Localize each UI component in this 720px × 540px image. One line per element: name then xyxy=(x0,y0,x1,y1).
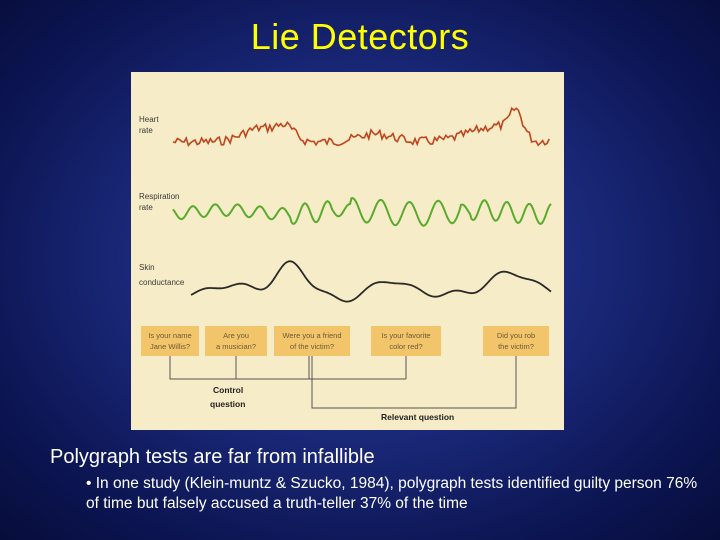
question-box-1: Is your name Jane Willis? xyxy=(141,326,199,356)
question-connectors xyxy=(169,356,517,409)
polygraph-figure: Heart rate Respiration rate Skin conduct… xyxy=(131,72,564,430)
skin-conductance-label-2: conductance xyxy=(139,278,185,287)
question-2-line-1: Are you xyxy=(223,331,249,340)
control-question-label-1: Control xyxy=(213,385,243,395)
respiration-label-2: rate xyxy=(139,203,153,212)
question-3-line-1: Were you a friend xyxy=(282,331,341,340)
question-1-line-1: Is your name xyxy=(148,331,191,340)
respiration-label-1: Respiration xyxy=(139,192,179,201)
question-box-2: Are you a musician? xyxy=(205,326,267,356)
question-5-line-2: the victim? xyxy=(498,342,534,351)
question-box-4: Is your favorite color red? xyxy=(371,326,441,356)
heart-rate-label-1: Heart xyxy=(139,115,159,124)
heart-rate-label-2: rate xyxy=(139,126,153,135)
question-3-line-2: of the victim? xyxy=(290,342,334,351)
skin-conductance-trace xyxy=(190,260,552,303)
question-4-line-1: Is your favorite xyxy=(381,331,430,340)
heart-rate-trace xyxy=(172,106,550,148)
main-point: Polygraph tests are far from infallible xyxy=(50,446,375,468)
relevant-question-label: Relevant question xyxy=(381,412,454,422)
question-1-line-2: Jane Willis? xyxy=(150,342,190,351)
question-2-line-2: a musician? xyxy=(216,342,256,351)
slide-title: Lie Detectors xyxy=(250,16,470,57)
control-question-label-2: question xyxy=(210,399,245,409)
question-box-5: Did you rob the victim? xyxy=(483,326,549,356)
question-4-line-2: color red? xyxy=(389,342,422,351)
sub-point: • In one study (Klein-muntz & Szucko, 19… xyxy=(86,475,698,512)
respiration-trace xyxy=(172,197,552,227)
question-box-3: Were you a friend of the victim? xyxy=(274,326,350,356)
question-5-line-1: Did you rob xyxy=(497,331,535,340)
skin-conductance-label-1: Skin xyxy=(139,263,155,272)
